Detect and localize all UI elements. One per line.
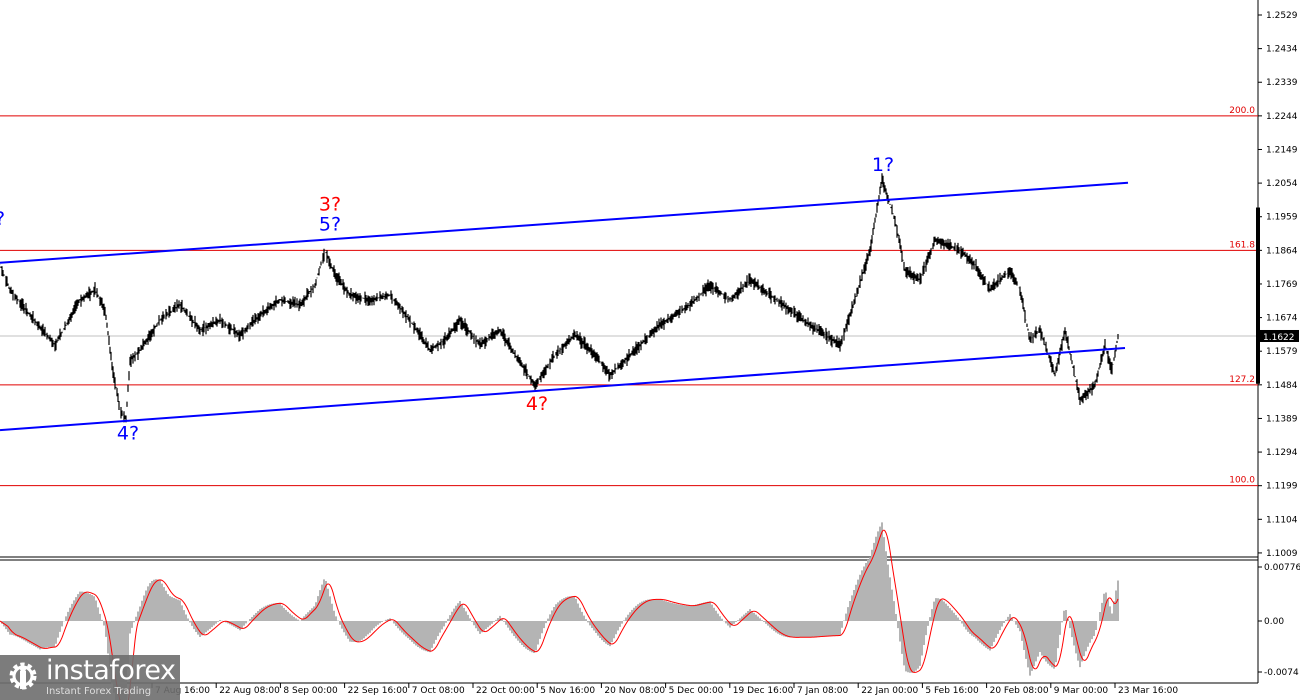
logo-tagline: Instant Forex Trading: [46, 686, 152, 697]
osc-tick-label: 0.00776: [1264, 563, 1300, 573]
time-tick-label: 8 Sep 00:00: [283, 686, 338, 696]
price-tick-label: 1.2054: [1266, 179, 1298, 189]
osc-tick-label: 0.00: [1264, 617, 1284, 627]
time-tick-label: 7 Aug 16:00: [155, 686, 210, 696]
current-price-label: 1.1622: [1263, 333, 1295, 343]
time-tick-label: 5 Feb 16:00: [925, 686, 979, 696]
time-tick-label: 20 Feb 08:00: [990, 686, 1049, 696]
wave-label: 3?: [319, 194, 341, 216]
price-tick-label: 1.1199: [1266, 482, 1298, 492]
time-tick-label: 20 Nov 08:00: [604, 686, 665, 696]
fib-level-label: 127.2: [1229, 375, 1255, 385]
fib-level-label: 161.8: [1229, 240, 1255, 250]
price-tick-label: 1.2244: [1266, 112, 1298, 122]
price-tick-label: 1.1104: [1266, 515, 1298, 525]
gear-icon: [9, 662, 37, 690]
time-tick-label: 19 Dec 16:00: [733, 686, 794, 696]
time-tick-label: 22 Sep 16:00: [348, 686, 408, 696]
wave-label: 5?: [319, 214, 341, 236]
price-tick-label: 1.1009: [1266, 549, 1298, 559]
channel-line-upper: [0, 181, 1129, 264]
time-tick-label: 7 Jan 08:00: [797, 686, 849, 696]
wave-label: 1?: [872, 154, 894, 176]
price-tick-label: 1.1864: [1266, 246, 1298, 256]
price-tick-label: 1.1484: [1266, 381, 1298, 391]
time-tick-label: 22 Jan 00:00: [861, 686, 918, 696]
logo-name: instaforex: [46, 655, 176, 686]
wave-label: ?: [0, 208, 5, 230]
time-tick-label: 9 Mar 00:00: [1054, 686, 1109, 696]
time-tick-label: 7 Oct 08:00: [412, 686, 465, 696]
price-tick-label: 1.1769: [1266, 280, 1298, 290]
price-tick-label: 1.2434: [1266, 45, 1298, 55]
osc-tick-label: -0.0074: [1264, 668, 1299, 678]
oscillator-signal-line: [0, 529, 1119, 700]
price-tick-label: 1.1674: [1266, 314, 1298, 324]
price-tick-label: 1.1579: [1266, 347, 1298, 357]
wave-label: 4?: [526, 393, 548, 415]
instaforex-logo: instaforex Instant Forex Trading: [0, 655, 180, 700]
fib-level-label: 200.0: [1229, 106, 1255, 116]
fib-level-label: 100.0: [1229, 476, 1255, 486]
time-tick-label: 5 Nov 16:00: [540, 686, 595, 696]
scroll-marker: [1256, 207, 1260, 384]
price-tick-label: 1.2529: [1266, 11, 1298, 21]
price-tick-label: 1.1389: [1266, 414, 1298, 424]
price-tick-label: 1.2149: [1266, 145, 1298, 155]
wave-label: 4?: [117, 422, 139, 444]
price-series: [0, 173, 1119, 423]
time-tick-label: 5 Dec 00:00: [669, 686, 724, 696]
time-tick-label: 22 Aug 08:00: [219, 686, 280, 696]
time-tick-label: 23 Mar 16:00: [1118, 686, 1178, 696]
price-tick-label: 1.2339: [1266, 78, 1298, 88]
current-price-tag: [1259, 329, 1299, 342]
price-tick-label: 1.1294: [1266, 448, 1298, 458]
price-tick-label: 1.1959: [1266, 213, 1298, 223]
time-tick-label: 22 Oct 00:00: [476, 686, 535, 696]
channel-line-lower: [0, 347, 1126, 432]
